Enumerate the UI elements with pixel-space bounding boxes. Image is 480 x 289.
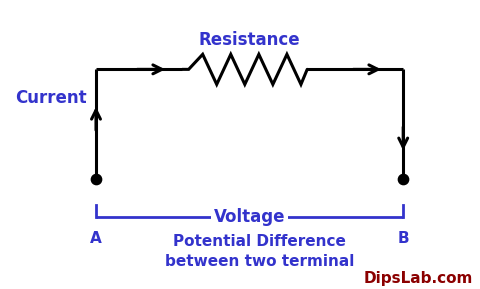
Text: A: A: [90, 231, 102, 246]
Text: Resistance: Resistance: [199, 32, 300, 49]
Text: Current: Current: [15, 89, 86, 107]
Text: Voltage: Voltage: [214, 208, 285, 226]
Point: [399, 177, 407, 181]
Text: B: B: [397, 231, 409, 246]
Text: DipsLab.com: DipsLab.com: [363, 271, 473, 286]
Text: Potential Difference
between two terminal: Potential Difference between two termina…: [165, 234, 354, 269]
Point: [92, 177, 100, 181]
